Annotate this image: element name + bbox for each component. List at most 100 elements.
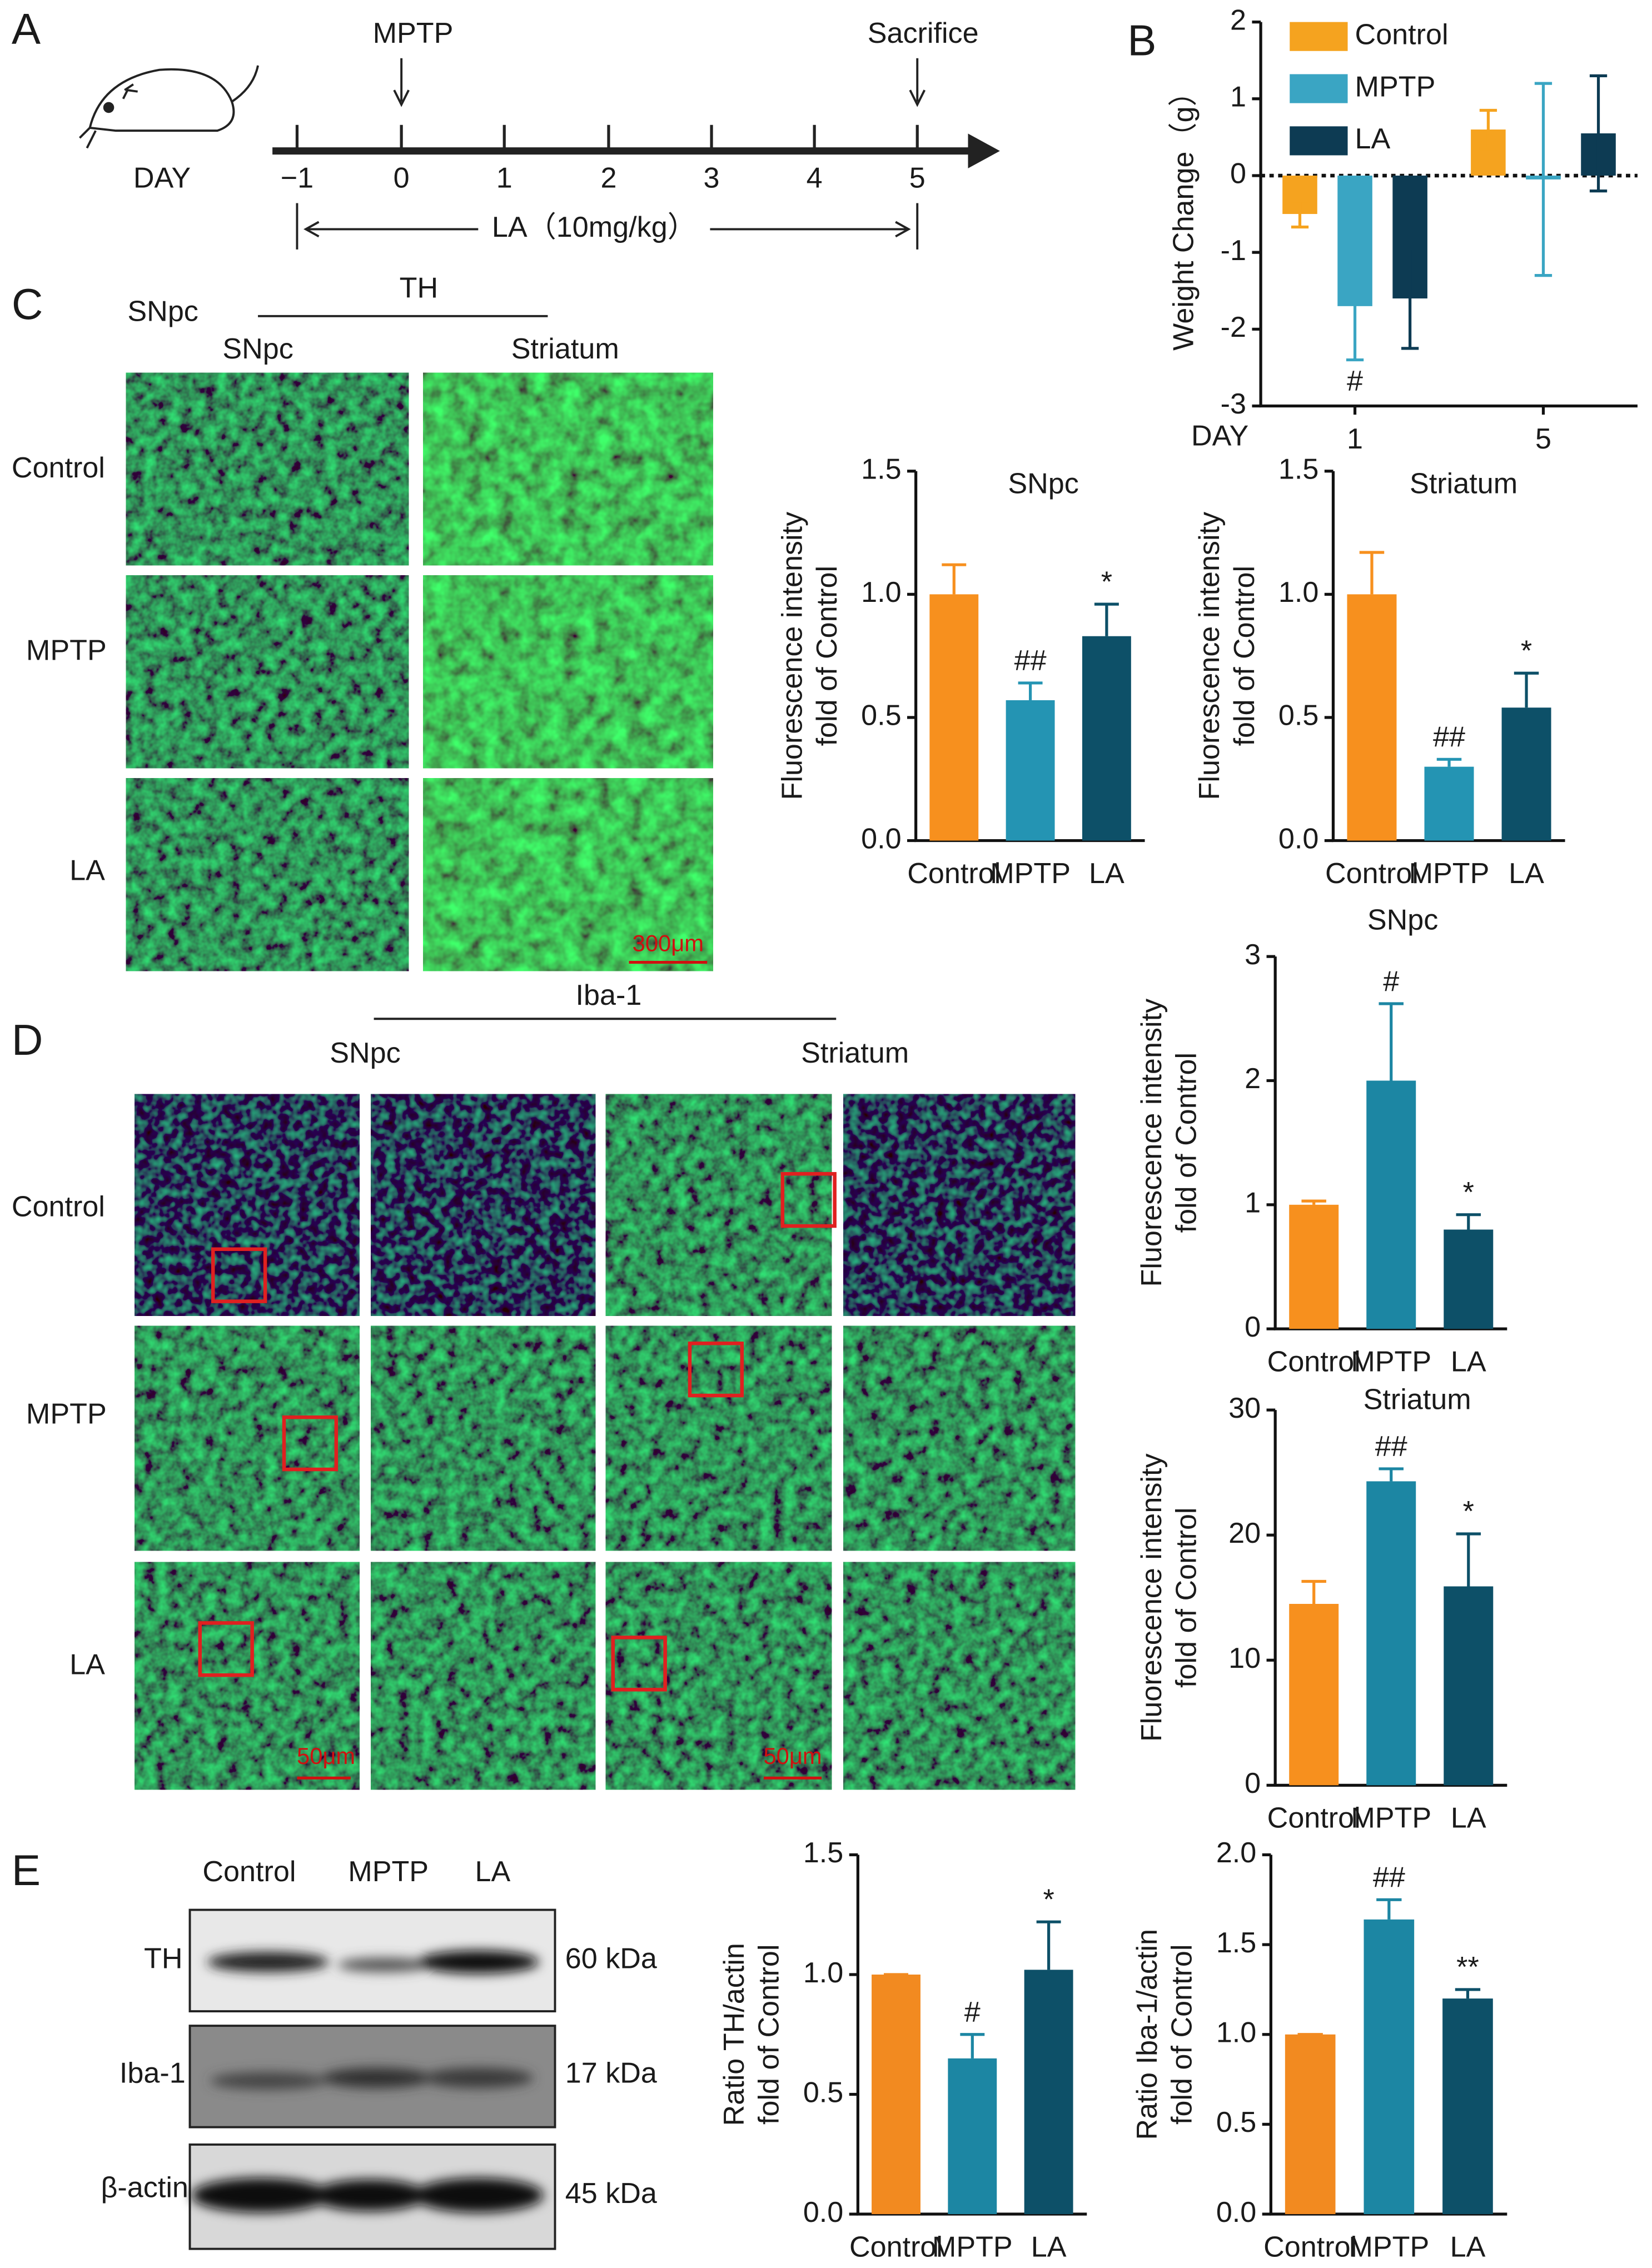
significance: * [1521,635,1532,667]
micrograph [605,1325,832,1551]
micrograph [605,1094,832,1316]
western-blot [188,1908,556,2250]
scale-label: 50μm [297,1743,355,1769]
y-axis-label: fold of Control [1171,1507,1203,1688]
y-tick-label: 1.5 [861,453,901,486]
timeline-day: 5 [909,162,925,195]
y-tick-label: 0.0 [861,823,901,855]
x-tick-label: LA [1031,2231,1067,2263]
bar [1424,766,1474,841]
y-tick-label: 30 [1228,1392,1261,1424]
y-tick-label: 0.5 [1278,700,1318,732]
legend-swatch [1290,74,1348,103]
y-axis-label: Ratio Iba-1/actin [1131,1929,1163,2140]
timeline-treatment: LA（10mg/kg） [492,211,696,243]
y-tick-label: 10 [1228,1642,1261,1674]
x-tick-label: MPTP [1351,1345,1431,1378]
y-tick-label: 0 [1245,1767,1261,1800]
significance: ## [1014,645,1047,677]
column-label: SNpc [222,333,293,365]
protein-label: TH [144,1943,182,1975]
bar [1442,1998,1493,2215]
significance: # [964,1996,981,2028]
bar [1347,594,1397,841]
y-tick-label: 1.0 [1278,576,1318,609]
significance: ## [1433,721,1465,754]
chart: 0.0 0.5 1.0 1.5 Fluorescence intensity fold o… [1193,453,1565,890]
size-label: 17 kDa [565,2057,657,2090]
chart-title: SNpc [1367,904,1438,936]
x-tick-label: 1 [1347,423,1363,455]
x-tick-label: MPTP [1409,858,1490,890]
y-axis-label: Ratio TH/actin [718,1943,750,2126]
y-axis-label: fold of Control [1166,1945,1198,2125]
chart: 0.0 0.5 1.0 1.5 Ratio TH/actin fold of Contro… [718,1837,1087,2263]
significance: ** [1456,1951,1479,1983]
panel-label: D [12,1015,43,1064]
y-axis-label: Fluorescence intensity [776,512,808,800]
chart: -3 -2 -1 0 1 2 Weight Change（g） DAY 1 #5 Control MP… [1167,4,1638,455]
y-tick-label: -2 [1221,311,1246,343]
bar [1364,1919,1415,2215]
bar [1289,1603,1339,1786]
y-tick-label: 2 [1230,4,1246,36]
lane-label: LA [475,1856,511,1888]
y-tick-label: 0 [1230,158,1246,190]
timeline-day: 4 [807,162,823,195]
x-tick-label: Control [1325,858,1419,890]
chart: 0.0 0.5 1.0 1.5 2.0 Ratio Iba-1/actin fold of … [1131,1837,1507,2263]
micrograph [371,1562,596,1790]
y-tick-label: 2 [1245,1063,1261,1095]
zoom-box [282,1415,339,1472]
axis [1273,1410,1507,1787]
y-tick-label: 0.0 [1216,2196,1256,2229]
stain-label: TH [400,272,438,305]
mouse-icon [79,65,259,149]
y-tick-label: 1 [1230,81,1246,113]
y-tick-label: 20 [1228,1517,1261,1549]
chart-title: Striatum [1410,468,1517,500]
micrographs-c [126,372,713,971]
y-tick-label: 1.5 [803,1837,843,1869]
bar [1082,636,1131,841]
arrowhead [303,221,911,238]
stain-label: Iba-1 [576,979,642,1011]
micrograph [126,575,409,769]
axis [1269,1855,1507,2216]
protein-label: β-actin [101,2171,188,2204]
y-axis-label: Fluorescence intensity [1136,999,1168,1287]
axis [1273,956,1507,1330]
y-tick-label: 0.0 [1278,823,1318,855]
significance: * [1043,1883,1054,1916]
micrograph [371,1325,596,1551]
y-tick-label: 1.5 [1278,453,1318,486]
row-label: MPTP [26,634,107,666]
lane-label: Control [202,1856,296,1888]
x-tick-label: MPTP [1351,1802,1431,1835]
size-label: 45 kDa [565,2177,657,2210]
bar [872,1975,920,2215]
significance: * [1463,1177,1474,1209]
timeline-day: 3 [704,162,720,195]
significance: ## [1373,1862,1405,1894]
x-tick-label: MPTP [932,2231,1013,2263]
timeline-day: 0 [394,162,410,195]
legend-label: MPTP [1355,71,1436,103]
y-tick-label: 1.5 [1216,1927,1256,1959]
micrograph [126,372,409,566]
column-label: Striatum [511,333,619,365]
y-axis-label: Fluorescence intensity [1136,1453,1168,1742]
bar [929,594,979,841]
y-tick-label: -1 [1221,235,1246,267]
zoom-box [198,1621,254,1677]
bar [1444,1229,1494,1329]
chart: 0.0 0.5 1.0 1.5 Fluorescence intensity fold o… [776,453,1145,890]
timeline-day-label: DAY [133,162,191,195]
panel-label: B [1127,16,1156,64]
legend-label: LA [1355,123,1391,155]
micrograph [135,1325,360,1551]
panel-label: E [12,1846,41,1895]
x-tick-label: LA [1089,858,1124,890]
bar [1501,707,1551,841]
